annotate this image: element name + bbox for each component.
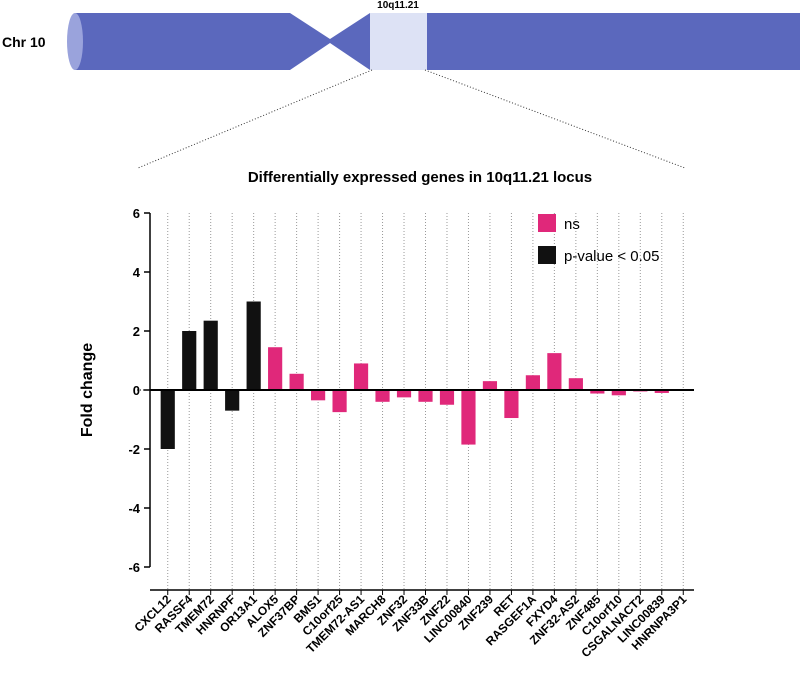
legend-label: p-value < 0.05 xyxy=(564,248,660,265)
y-tick-label: 0 xyxy=(133,383,140,398)
y-tick-label: -6 xyxy=(128,560,140,575)
y-axis-label: Fold change xyxy=(79,343,96,437)
legend-label: ns xyxy=(564,216,580,233)
legend-swatch xyxy=(538,214,556,232)
band-highlight xyxy=(370,13,427,70)
bar xyxy=(396,390,412,398)
bar xyxy=(332,390,347,413)
bar xyxy=(418,390,433,402)
bar xyxy=(654,390,669,393)
bar xyxy=(375,390,390,402)
y-tick-label: -2 xyxy=(128,442,140,457)
y-tick-label: -4 xyxy=(128,501,140,516)
chromosome-end xyxy=(67,13,83,70)
chromosome xyxy=(75,13,800,70)
bar xyxy=(611,390,626,396)
legend-swatch xyxy=(538,246,556,264)
chromosome-label: Chr 10 xyxy=(2,34,46,50)
bar xyxy=(547,353,562,390)
y-tick-label: 2 xyxy=(133,324,140,339)
bar xyxy=(203,320,218,390)
band-label: 10q11.21 xyxy=(377,0,419,11)
bar xyxy=(311,390,326,401)
bar xyxy=(590,390,605,394)
bar xyxy=(353,363,369,390)
bar xyxy=(461,390,476,445)
bar xyxy=(482,381,498,390)
zoom-line xyxy=(424,69,686,169)
bar xyxy=(504,390,519,419)
bar xyxy=(160,390,175,449)
bar xyxy=(246,301,261,390)
bar xyxy=(439,390,455,405)
bar xyxy=(289,373,304,390)
bar xyxy=(225,390,240,411)
bar xyxy=(525,375,540,390)
y-tick-label: 6 xyxy=(133,206,140,221)
bar xyxy=(268,347,283,390)
bar xyxy=(182,331,197,390)
y-tick-label: 4 xyxy=(133,265,141,280)
bar xyxy=(568,378,583,390)
chart-title: Differentially expressed genes in 10q11.… xyxy=(248,169,592,186)
zoom-line xyxy=(137,69,373,169)
